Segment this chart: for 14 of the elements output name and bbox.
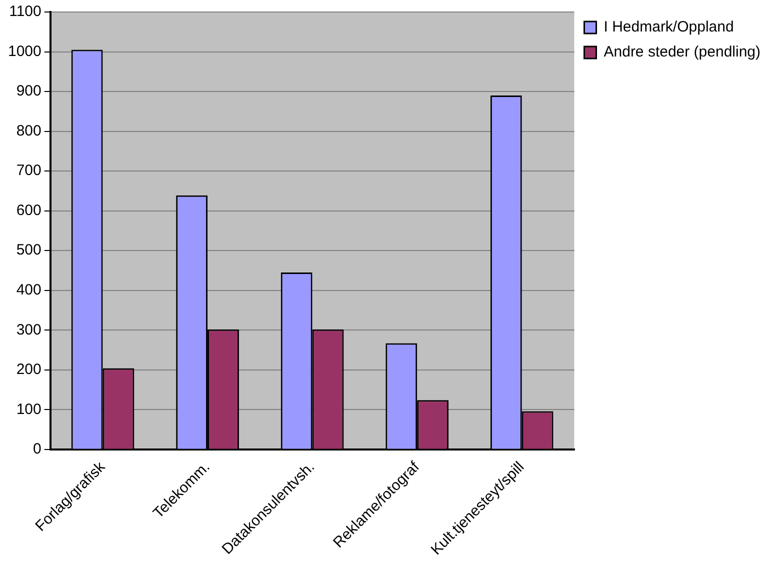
y-tick-label: 1000: [8, 42, 42, 60]
y-tick-label: 200: [16, 361, 42, 378]
y-tick-label: 600: [16, 202, 42, 219]
y-tick-label: 400: [16, 282, 42, 299]
y-tick-label: 0: [33, 440, 42, 458]
y-tick-label: 1100: [9, 3, 42, 20]
y-tick-label: 300: [16, 321, 42, 338]
y-tick-label: 500: [16, 242, 42, 259]
y-tick-label: 100: [16, 400, 42, 418]
legend-label: Andre steder (pendling): [604, 44, 761, 61]
legend-label: I Hedmark/Oppland: [604, 18, 734, 36]
y-tick-label: 800: [16, 122, 42, 140]
y-tick-label: 900: [16, 82, 42, 100]
y-tick-label: 700: [16, 162, 42, 180]
